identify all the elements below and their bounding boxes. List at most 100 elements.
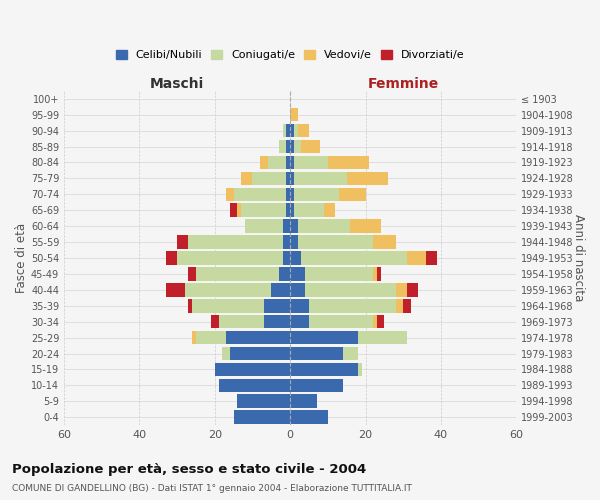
Text: Maschi: Maschi — [150, 77, 204, 91]
Bar — [294, 188, 339, 201]
Bar — [286, 172, 290, 185]
Bar — [226, 188, 233, 201]
Bar — [286, 188, 290, 201]
Bar — [290, 124, 294, 138]
Bar — [290, 236, 298, 249]
Text: Popolazione per età, sesso e stato civile - 2004: Popolazione per età, sesso e stato civil… — [12, 462, 366, 475]
Bar — [215, 362, 290, 376]
Bar — [185, 283, 271, 296]
Bar — [223, 346, 230, 360]
Bar — [294, 204, 324, 217]
Bar — [407, 251, 426, 265]
Bar — [294, 140, 301, 153]
Bar — [377, 315, 385, 328]
Bar — [177, 236, 188, 249]
Bar — [230, 346, 290, 360]
Bar — [328, 156, 369, 169]
Bar — [305, 283, 395, 296]
Bar — [373, 315, 377, 328]
Bar — [298, 124, 309, 138]
Bar — [290, 204, 294, 217]
Bar — [177, 251, 283, 265]
Y-axis label: Fasce di età: Fasce di età — [15, 223, 28, 293]
Bar — [264, 299, 290, 312]
Bar — [290, 362, 358, 376]
Bar — [290, 172, 294, 185]
Bar — [290, 140, 294, 153]
Bar — [290, 188, 294, 201]
Bar — [279, 267, 290, 280]
Bar — [241, 172, 253, 185]
Text: COMUNE DI GANDELLINO (BG) - Dati ISTAT 1° gennaio 2004 - Elaborazione TUTTITALIA: COMUNE DI GANDELLINO (BG) - Dati ISTAT 1… — [12, 484, 412, 493]
Y-axis label: Anni di nascita: Anni di nascita — [572, 214, 585, 302]
Bar — [373, 267, 377, 280]
Bar — [283, 124, 286, 138]
Bar — [290, 283, 305, 296]
Bar — [271, 283, 290, 296]
Bar — [279, 140, 286, 153]
Bar — [377, 267, 380, 280]
Bar — [290, 220, 298, 233]
Bar — [290, 315, 309, 328]
Bar — [233, 188, 286, 201]
Bar — [407, 283, 418, 296]
Bar — [294, 124, 298, 138]
Bar — [286, 156, 290, 169]
Bar — [358, 362, 362, 376]
Bar — [286, 204, 290, 217]
Bar — [290, 156, 294, 169]
Bar — [298, 236, 373, 249]
Bar — [283, 251, 290, 265]
Text: Femmine: Femmine — [368, 77, 439, 91]
Bar — [286, 140, 290, 153]
Bar — [188, 299, 192, 312]
Bar — [230, 204, 238, 217]
Bar — [290, 299, 309, 312]
Bar — [253, 172, 286, 185]
Bar — [343, 346, 358, 360]
Bar — [301, 251, 407, 265]
Bar — [305, 267, 373, 280]
Bar — [188, 236, 283, 249]
Bar — [403, 299, 411, 312]
Bar — [373, 236, 395, 249]
Bar — [286, 124, 290, 138]
Bar — [309, 299, 395, 312]
Bar — [211, 315, 218, 328]
Bar — [188, 267, 196, 280]
Bar — [298, 220, 350, 233]
Bar — [245, 220, 283, 233]
Bar — [241, 204, 286, 217]
Bar — [290, 394, 317, 408]
Bar — [238, 204, 241, 217]
Bar — [166, 283, 185, 296]
Bar — [196, 331, 226, 344]
Bar — [226, 331, 290, 344]
Bar — [192, 331, 196, 344]
Bar — [290, 267, 305, 280]
Bar — [301, 140, 320, 153]
Bar — [268, 156, 286, 169]
Legend: Celibi/Nubili, Coniugati/e, Vedovi/e, Divorziati/e: Celibi/Nubili, Coniugati/e, Vedovi/e, Di… — [116, 50, 464, 60]
Bar — [350, 220, 380, 233]
Bar — [192, 299, 264, 312]
Bar — [294, 156, 328, 169]
Bar — [264, 315, 290, 328]
Bar — [324, 204, 335, 217]
Bar — [290, 346, 343, 360]
Bar — [290, 108, 298, 122]
Bar — [339, 188, 365, 201]
Bar — [290, 410, 328, 424]
Bar — [395, 299, 403, 312]
Bar — [290, 378, 343, 392]
Bar — [260, 156, 268, 169]
Bar — [294, 172, 347, 185]
Bar — [218, 378, 290, 392]
Bar — [358, 331, 407, 344]
Bar — [290, 331, 358, 344]
Bar — [218, 315, 264, 328]
Bar — [166, 251, 177, 265]
Bar — [395, 283, 407, 296]
Bar — [309, 315, 373, 328]
Bar — [238, 394, 290, 408]
